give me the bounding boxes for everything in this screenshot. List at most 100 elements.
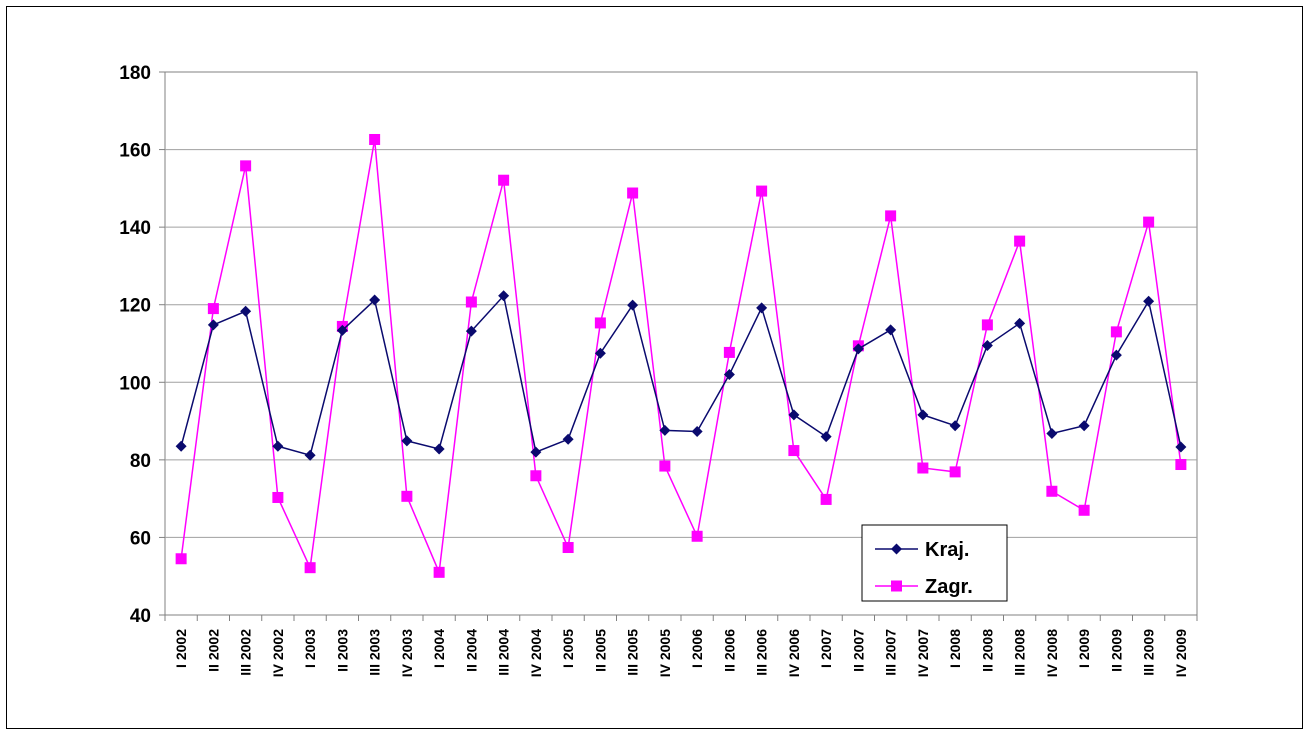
data-point xyxy=(659,460,671,472)
x-tick-label: III 2009 xyxy=(1141,629,1157,676)
data-point xyxy=(369,294,381,306)
data-point xyxy=(949,466,961,478)
x-tick-label: I 2006 xyxy=(689,629,705,668)
data-point xyxy=(917,409,929,421)
y-axis-tick-labels: 40 60 80 100 120 140 160 180 xyxy=(119,63,151,627)
x-tick-label: I 2003 xyxy=(302,629,318,668)
x-tick-label: I 2005 xyxy=(560,629,576,668)
data-point xyxy=(981,339,993,351)
x-tick-label: III 2002 xyxy=(238,629,254,676)
y-tick-label: 120 xyxy=(119,296,151,317)
data-point xyxy=(1143,216,1155,228)
data-point xyxy=(369,133,381,145)
x-tick-label: I 2008 xyxy=(947,629,963,668)
x-tick-label: III 2008 xyxy=(1012,629,1028,676)
legend-marker xyxy=(891,580,902,592)
x-tick-label: IV 2004 xyxy=(528,629,544,677)
x-tick-label: II 2002 xyxy=(205,629,221,672)
data-point xyxy=(1175,459,1187,471)
x-tick-label: IV 2009 xyxy=(1173,629,1189,677)
data-point xyxy=(788,409,800,421)
data-point xyxy=(272,491,284,503)
data-point xyxy=(465,296,477,308)
data-point xyxy=(820,431,832,443)
legend-label: Kraj. xyxy=(925,539,969,561)
data-point xyxy=(304,449,316,461)
data-point xyxy=(240,160,252,172)
data-point xyxy=(756,302,768,314)
x-tick-label: III 2004 xyxy=(496,629,512,676)
data-point xyxy=(562,433,574,445)
data-point xyxy=(691,530,703,542)
data-point xyxy=(1078,420,1090,432)
data-point xyxy=(594,347,606,359)
x-tick-label: III 2006 xyxy=(754,629,770,676)
legend-box xyxy=(861,524,1008,602)
data-point xyxy=(401,490,413,502)
data-point xyxy=(1143,295,1155,307)
data-point xyxy=(691,426,703,438)
series-line xyxy=(180,294,1182,457)
x-tick-label: II 2009 xyxy=(1108,629,1124,672)
data-point xyxy=(498,290,510,302)
x-tick-label: IV 2002 xyxy=(270,629,286,677)
data-point xyxy=(1046,485,1058,497)
data-point xyxy=(885,210,897,222)
x-tick-label: IV 2003 xyxy=(399,629,415,677)
data-point xyxy=(207,303,219,315)
data-point xyxy=(530,470,542,482)
data-point xyxy=(1110,349,1122,361)
data-point xyxy=(433,566,445,578)
y-tick-label: 180 xyxy=(119,63,151,84)
data-point xyxy=(852,343,864,355)
x-tick-label: II 2003 xyxy=(334,629,350,672)
x-tick-label: III 2003 xyxy=(367,629,383,676)
data-point xyxy=(627,187,639,199)
data-point xyxy=(530,446,542,458)
legend-label: Zagr. xyxy=(925,576,973,598)
x-tick-label: II 2004 xyxy=(463,629,479,672)
data-point xyxy=(207,319,219,331)
data-point xyxy=(336,324,348,336)
plot-area xyxy=(164,71,1198,616)
x-tick-label: II 2006 xyxy=(721,629,737,672)
data-point xyxy=(885,324,897,336)
legend: Kraj. Zagr. xyxy=(861,524,1008,602)
data-point xyxy=(659,424,671,436)
data-point xyxy=(272,440,284,452)
x-tick-label: I 2009 xyxy=(1076,629,1092,668)
x-tick-label: IV 2007 xyxy=(915,629,931,677)
x-tick-label: IV 2006 xyxy=(786,629,802,677)
y-tick-label: 100 xyxy=(119,373,151,394)
data-point xyxy=(175,553,187,565)
data-point xyxy=(1175,441,1187,453)
data-series xyxy=(175,133,1187,578)
data-point xyxy=(723,369,735,381)
x-tick-label: III 2007 xyxy=(883,629,899,676)
data-point xyxy=(498,174,510,186)
x-tick-label: IV 2008 xyxy=(1044,629,1060,677)
data-point xyxy=(820,493,832,505)
data-point xyxy=(949,420,961,432)
x-tick-label: II 2008 xyxy=(979,629,995,672)
data-point xyxy=(1046,427,1058,439)
series-line xyxy=(180,139,1182,576)
x-tick-label: III 2005 xyxy=(625,629,641,676)
x-tick-label: I 2002 xyxy=(173,629,189,668)
data-point xyxy=(723,346,735,358)
data-point xyxy=(1078,504,1090,516)
x-tick-label: I 2004 xyxy=(431,629,447,668)
series-kraj xyxy=(175,290,1187,461)
y-tick-label: 60 xyxy=(130,528,151,549)
data-point xyxy=(627,299,639,311)
y-tick-label: 160 xyxy=(119,141,151,162)
x-axis-tick-labels: I 2002 II 2002 III 2002 IV 2002 I 2003 II 200… xyxy=(173,629,1189,677)
data-point xyxy=(465,325,477,337)
data-point xyxy=(433,443,445,455)
legend-marker xyxy=(891,543,902,555)
data-point xyxy=(304,562,316,574)
data-point xyxy=(756,185,768,197)
x-tick-label: II 2007 xyxy=(850,629,866,672)
data-point xyxy=(981,319,993,331)
y-tick-label: 40 xyxy=(130,606,151,627)
